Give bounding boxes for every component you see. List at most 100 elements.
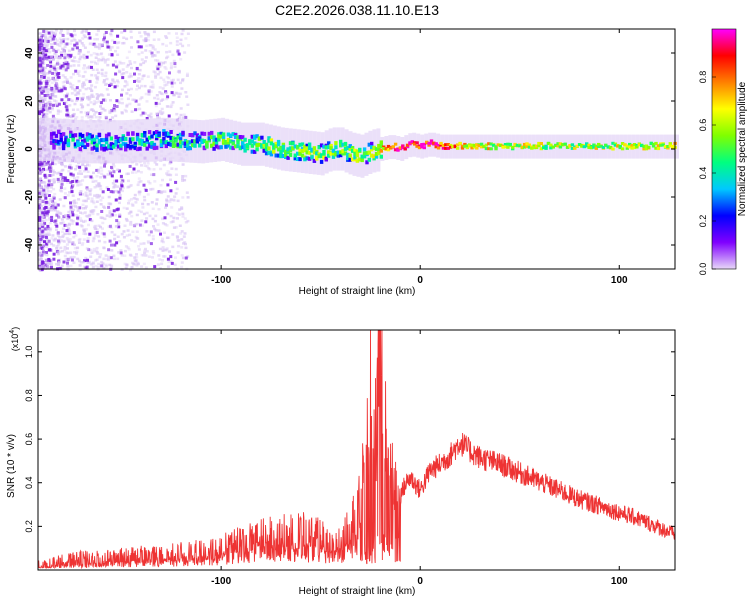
noise-cell	[165, 75, 169, 79]
noise-cell	[181, 78, 185, 81]
noise-cell	[116, 257, 120, 261]
noise-cell	[82, 92, 86, 96]
noise-cell	[108, 209, 112, 213]
noise-cell	[150, 201, 154, 204]
noise-cell	[115, 79, 119, 82]
noise-cell	[42, 191, 46, 195]
noise-cell	[105, 88, 109, 91]
noise-cell	[159, 76, 163, 80]
noise-cell	[65, 224, 69, 227]
trace-point	[585, 142, 589, 146]
trace-point	[138, 146, 142, 151]
trace-point	[150, 144, 154, 149]
noise-cell	[65, 42, 69, 46]
spectrogram-x-ticks: -100 0 100	[211, 29, 628, 286]
trace-point	[59, 137, 63, 142]
noise-cell	[39, 68, 43, 71]
noise-cell	[92, 42, 96, 46]
trace-point	[236, 135, 240, 140]
noise-cell	[147, 35, 151, 38]
trace-point	[274, 144, 278, 149]
trace-point	[212, 141, 216, 146]
noise-cell	[69, 251, 73, 254]
noise-cell	[134, 259, 138, 262]
noise-cell	[84, 266, 88, 270]
trace-point	[88, 135, 92, 140]
noise-cell	[105, 77, 109, 81]
noise-cell	[119, 62, 123, 65]
noise-cell	[55, 204, 59, 207]
noise-cell	[78, 89, 82, 92]
noise-cell	[165, 236, 169, 239]
noise-cell	[63, 192, 67, 195]
noise-cell	[87, 260, 91, 264]
trace-point	[135, 137, 140, 142]
trace-point	[372, 156, 376, 161]
noise-cell	[49, 35, 53, 38]
noise-cell	[41, 85, 45, 89]
noise-cell	[54, 237, 57, 241]
noise-cell	[61, 221, 65, 224]
trace-point	[241, 135, 245, 140]
noise-cell	[105, 186, 109, 189]
noise-cell	[166, 173, 170, 177]
noise-cell	[165, 36, 169, 39]
noise-cell	[182, 235, 186, 238]
noise-cell	[48, 110, 52, 114]
noise-cell	[142, 61, 146, 65]
noise-cell	[151, 86, 155, 89]
noise-cell	[110, 53, 114, 57]
noise-cell	[90, 65, 93, 69]
noise-cell	[154, 229, 158, 232]
y-tick-label: -20	[24, 189, 35, 204]
trace-point	[202, 139, 207, 144]
noise-cell	[57, 63, 61, 66]
noise-cell	[140, 77, 144, 81]
noise-cell	[94, 101, 98, 104]
noise-cell	[110, 165, 113, 169]
noise-cell	[38, 245, 42, 248]
noise-cell	[75, 46, 79, 50]
noise-cell	[93, 44, 97, 47]
noise-cell	[147, 241, 151, 244]
noise-cell	[144, 220, 148, 224]
noise-cell	[71, 242, 75, 246]
noise-cell	[41, 39, 44, 43]
trace-point	[167, 131, 171, 136]
noise-cell	[100, 72, 104, 75]
noise-cell	[55, 78, 59, 82]
noise-cell	[140, 51, 144, 54]
trace-point	[272, 142, 276, 147]
noise-cell	[108, 111, 112, 114]
trace-point	[262, 142, 266, 147]
noise-cell	[128, 72, 132, 76]
noise-cell	[38, 79, 42, 83]
trace-point	[611, 147, 615, 151]
noise-cell	[43, 115, 47, 118]
noise-cell	[151, 237, 155, 241]
noise-cell	[175, 32, 178, 35]
noise-cell	[169, 221, 173, 224]
trace-point	[286, 155, 290, 160]
noise-cell	[175, 112, 179, 116]
trace-point	[135, 147, 140, 152]
noise-cell	[40, 223, 44, 226]
noise-cell	[76, 218, 80, 221]
noise-cell	[52, 178, 56, 181]
trace-point	[276, 153, 281, 158]
noise-cell	[63, 56, 67, 60]
noise-cell	[60, 88, 64, 92]
trace-point	[116, 136, 121, 141]
trace-point	[131, 131, 135, 136]
noise-cell	[120, 254, 124, 257]
noise-cell	[97, 168, 100, 172]
trace-point	[429, 141, 434, 145]
noise-cell	[78, 180, 82, 183]
noise-cell	[136, 40, 140, 44]
noise-cell	[181, 117, 185, 120]
trace-point	[219, 132, 223, 137]
trace-point	[293, 153, 297, 158]
trace-point	[54, 133, 59, 138]
trace-point	[57, 139, 61, 144]
noise-cell	[131, 171, 134, 174]
